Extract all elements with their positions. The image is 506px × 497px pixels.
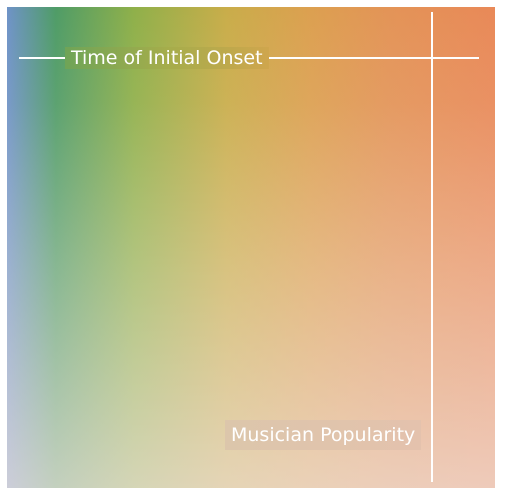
gradient-fade-overlay [7, 7, 495, 488]
vertical-axis-label: Musician Popularity [225, 420, 421, 450]
gradient-diagram-canvas: Time of Initial Onset Musician Popularit… [7, 7, 495, 488]
horizontal-axis-label: Time of Initial Onset [65, 47, 269, 69]
vertical-axis-line [431, 12, 433, 482]
